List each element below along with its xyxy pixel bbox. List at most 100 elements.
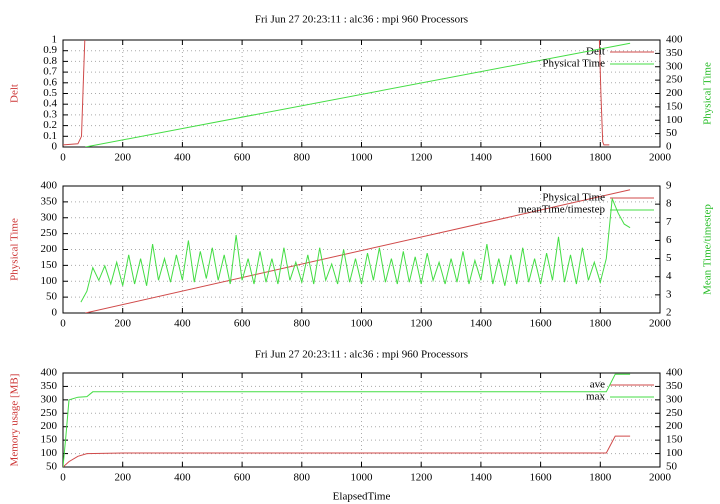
chart: 0 200 400 600 800 1000 1200 1400 1600 1800 2000 0 50… (9, 180, 714, 330)
x-tick-label: 200 (114, 152, 131, 164)
y-tick-label: 200 (41, 243, 58, 255)
y-tick-label: 350 (41, 380, 58, 392)
x-tick-label: 200 (114, 472, 131, 484)
y2-axis-label: Mean Time/timestep (702, 204, 714, 295)
y-tick-label: 350 (41, 195, 58, 207)
y2-tick-label: 0 (666, 141, 672, 153)
y2-tick-label: 250 (666, 74, 683, 86)
series-line (85, 42, 631, 147)
x-tick-label: 800 (294, 472, 311, 484)
x-tick-label: 0 (60, 318, 66, 330)
y2-tick-label: 200 (666, 87, 683, 99)
y2-tick-label: 7 (666, 216, 672, 228)
y2-tick-label: 150 (666, 100, 683, 112)
x-tick-label: 400 (174, 152, 191, 164)
y-axis-label: Delt (9, 84, 21, 103)
y2-tick-label: 6 (666, 234, 672, 246)
chart-title: Fri Jun 27 20:23:11 : alc36 : mpi 960 Pr… (255, 349, 468, 361)
y2-tick-label: 350 (666, 380, 683, 392)
series-line (598, 40, 610, 146)
y2-tick-label: 350 (666, 47, 683, 59)
y-tick-label: 0.9 (43, 44, 57, 56)
x-tick-label: 1200 (410, 318, 433, 330)
y2-tick-label: 5 (666, 252, 672, 264)
x-tick-label: 1600 (530, 152, 553, 164)
y-tick-label: 50 (46, 291, 58, 303)
plot-frame (62, 372, 661, 468)
y2-axis-label: Physical Time (702, 62, 714, 125)
x-tick-label: 1200 (410, 472, 433, 484)
x-tick-label: 1400 (470, 472, 493, 484)
x-tick-label: 1600 (530, 318, 553, 330)
y-tick-label: 400 (41, 180, 58, 192)
x-tick-label: 1200 (410, 152, 433, 164)
x-tick-label: 600 (234, 152, 251, 164)
y-tick-label: 0 (52, 141, 58, 153)
legend-label: ave (590, 379, 605, 391)
y-tick-label: 400 (41, 367, 58, 379)
x-tick-label: 1000 (351, 152, 374, 164)
y-tick-label: 250 (41, 227, 58, 239)
legend-label: Physical Time (542, 192, 605, 204)
x-tick-label: 600 (234, 472, 251, 484)
x-tick-label: 200 (114, 318, 131, 330)
y2-tick-label: 400 (666, 34, 683, 46)
y2-tick-label: 50 (666, 127, 678, 139)
x-tick-label: 600 (234, 318, 251, 330)
x-tick-label: 400 (174, 472, 191, 484)
x-tick-label: 2000 (649, 318, 672, 330)
y-tick-label: 300 (41, 393, 58, 405)
legend-label: Physical Time (542, 58, 605, 70)
legend-label: max (586, 391, 605, 403)
x-tick-label: 1400 (470, 152, 493, 164)
chart: Fri Jun 27 20:23:11 : alc36 : mpi 960 Pr… (9, 349, 683, 503)
series-line (63, 40, 86, 146)
plot-frame (62, 185, 661, 314)
plot-frame (62, 39, 661, 148)
y2-tick-label: 300 (666, 60, 683, 72)
x-tick-label: 1800 (589, 152, 612, 164)
x-tick-label: 400 (174, 318, 191, 330)
x-tick-label: 1000 (351, 318, 374, 330)
series-line (80, 198, 631, 303)
y2-tick-label: 2 (666, 307, 672, 319)
y2-tick-label: 250 (666, 407, 683, 419)
x-tick-label: 1600 (530, 472, 553, 484)
y-tick-label: 150 (41, 434, 58, 446)
y2-tick-label: 50 (666, 461, 678, 473)
x-tick-label: 1800 (589, 472, 612, 484)
y-tick-label: 200 (41, 420, 58, 432)
y-tick-label: 250 (41, 407, 58, 419)
y-tick-label: 100 (41, 447, 58, 459)
y-tick-label: 0.3 (43, 108, 57, 120)
y-tick-label: 0 (52, 307, 58, 319)
x-tick-label: 1800 (589, 318, 612, 330)
y2-tick-label: 100 (666, 447, 683, 459)
x-tick-label: 1000 (351, 472, 374, 484)
series-line (85, 189, 631, 313)
y-tick-label: 0.6 (43, 76, 57, 88)
y-tick-label: 1 (52, 34, 58, 46)
y2-tick-label: 9 (666, 180, 672, 192)
y-tick-label: 150 (41, 259, 58, 271)
chart-title: Fri Jun 27 20:23:11 : alc36 : mpi 960 Pr… (255, 14, 468, 26)
y-tick-label: 0.7 (43, 66, 57, 78)
x-tick-label: 0 (60, 472, 66, 484)
y2-tick-label: 400 (666, 367, 683, 379)
x-tick-label: 800 (294, 152, 311, 164)
x-tick-label: 1400 (470, 318, 493, 330)
series-line (63, 373, 631, 467)
y2-tick-label: 200 (666, 420, 683, 432)
x-tick-label: 800 (294, 318, 311, 330)
y-tick-label: 0.1 (43, 130, 57, 142)
x-axis-label: ElapsedTime (333, 491, 391, 503)
y-tick-label: 50 (46, 461, 58, 473)
y2-tick-label: 3 (666, 288, 672, 300)
series-line (63, 435, 631, 467)
y-tick-label: 0.5 (43, 87, 57, 99)
y-tick-label: 300 (41, 211, 58, 223)
legend-label: meanTime/timestep (518, 204, 605, 216)
y-tick-label: 0.8 (43, 55, 57, 67)
y-axis-label: Physical Time (9, 218, 21, 281)
